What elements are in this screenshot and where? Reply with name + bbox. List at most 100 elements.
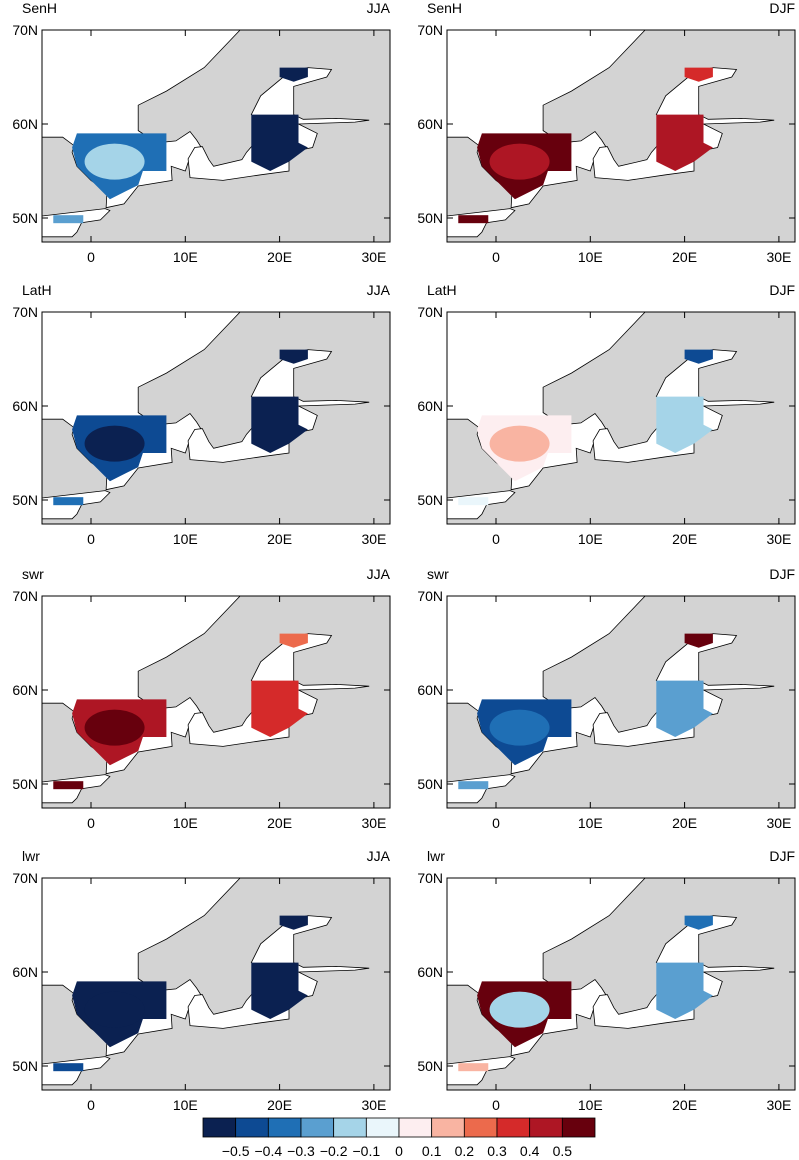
lat-label: 50N	[417, 1058, 443, 1074]
map	[42, 878, 390, 1090]
lat-label: 70N	[417, 304, 443, 320]
frame	[41, 877, 391, 1091]
colorbar-label: −0.4	[255, 1143, 283, 1159]
map	[447, 30, 795, 242]
lat-label: 60N	[417, 116, 443, 132]
anomaly-patch	[656, 680, 713, 737]
lat-label: 70N	[417, 22, 443, 38]
panel-season: DJF	[769, 0, 795, 16]
frame	[41, 595, 391, 809]
lat-label: 50N	[12, 776, 38, 792]
lat-label: 50N	[12, 492, 38, 508]
lon-label: 10E	[578, 249, 603, 265]
lon-label: 10E	[578, 815, 603, 831]
anomaly-patch	[458, 781, 489, 790]
colorbar-label: 0.3	[487, 1143, 507, 1159]
anomaly-patch	[489, 709, 550, 746]
anomaly-patch	[84, 143, 145, 180]
colorbar-label: 0.2	[455, 1143, 475, 1159]
lon-label: 30E	[361, 531, 386, 547]
panel-variable: LatH	[427, 282, 457, 298]
lon-label: 30E	[766, 815, 791, 831]
panel-variable: lwr	[427, 848, 445, 864]
map	[42, 312, 390, 524]
colorbar-cell	[300, 1117, 335, 1138]
anomaly-patch	[84, 991, 145, 1028]
anomaly-patch	[458, 215, 489, 224]
anomaly-patch	[656, 962, 713, 1019]
anomaly-patch	[279, 915, 308, 930]
anomaly-patch	[684, 633, 713, 648]
anomaly-patch	[53, 497, 84, 506]
colorbar-label: 0.4	[520, 1143, 540, 1159]
map	[42, 30, 390, 242]
anomaly-patch	[684, 915, 713, 930]
panel-season: JJA	[367, 848, 391, 864]
panel-season: JJA	[367, 282, 391, 298]
lon-label: 20E	[267, 531, 292, 547]
colorbar-cell	[235, 1117, 269, 1138]
lon-label: 20E	[267, 1097, 292, 1113]
lat-label: 70N	[417, 870, 443, 886]
map	[42, 596, 390, 808]
anomaly-patch	[279, 349, 308, 364]
panel-variable: LatH	[22, 282, 52, 298]
lon-label: 0	[87, 815, 95, 831]
anomaly-patch	[684, 67, 713, 82]
anomaly-patch	[251, 962, 308, 1019]
panel-season: DJF	[769, 566, 795, 582]
lat-label: 60N	[12, 116, 38, 132]
lon-label: 30E	[361, 249, 386, 265]
colorbar-label: 0.1	[422, 1143, 442, 1159]
colorbar-cell	[267, 1117, 302, 1138]
lat-label: 60N	[12, 964, 38, 980]
lon-label: 0	[492, 249, 500, 265]
lat-label: 60N	[417, 682, 443, 698]
colorbar-label: 0	[395, 1143, 403, 1159]
lat-label: 70N	[417, 588, 443, 604]
panel-season: DJF	[769, 848, 795, 864]
colorbar-cell	[365, 1117, 400, 1138]
panel-season: JJA	[367, 0, 391, 16]
colorbar-label: −0.3	[287, 1143, 315, 1159]
anomaly-patch	[251, 396, 308, 453]
colorbar-label: 0.5	[553, 1143, 573, 1159]
lat-label: 50N	[12, 1058, 38, 1074]
panel-variable: lwr	[22, 848, 40, 864]
panel-season: DJF	[769, 282, 795, 298]
lon-label: 0	[87, 1097, 95, 1113]
lon-label: 20E	[672, 249, 697, 265]
anomaly-patch	[53, 1063, 84, 1072]
lon-label: 0	[492, 815, 500, 831]
lon-label: 30E	[361, 1097, 386, 1113]
anomaly-patch	[684, 349, 713, 364]
anomaly-patch	[458, 497, 489, 506]
frame	[446, 595, 796, 809]
anomaly-patch	[279, 633, 308, 648]
frame	[41, 311, 391, 525]
lon-label: 10E	[173, 815, 198, 831]
anomaly-patch	[53, 215, 84, 224]
colorbar-cell	[463, 1117, 498, 1138]
lon-label: 10E	[173, 1097, 198, 1113]
lat-label: 60N	[12, 682, 38, 698]
panel-season: JJA	[367, 566, 391, 582]
colorbar-cell	[398, 1117, 433, 1138]
map	[447, 878, 795, 1090]
anomaly-patch	[489, 425, 550, 462]
anomaly-patch	[279, 67, 308, 82]
lon-label: 20E	[267, 815, 292, 831]
colorbar-cell	[496, 1117, 531, 1138]
lon-label: 30E	[361, 815, 386, 831]
colorbar-label: −0.5	[222, 1143, 250, 1159]
colorbar-cell	[529, 1117, 563, 1138]
lon-label: 0	[492, 531, 500, 547]
lon-label: 10E	[173, 249, 198, 265]
panel-variable: swr	[22, 566, 44, 582]
frame	[446, 877, 796, 1091]
colorbar-cell	[431, 1117, 465, 1138]
lat-label: 50N	[417, 210, 443, 226]
anomaly-patch	[251, 680, 308, 737]
lat-label: 70N	[12, 870, 38, 886]
lat-label: 60N	[12, 398, 38, 414]
